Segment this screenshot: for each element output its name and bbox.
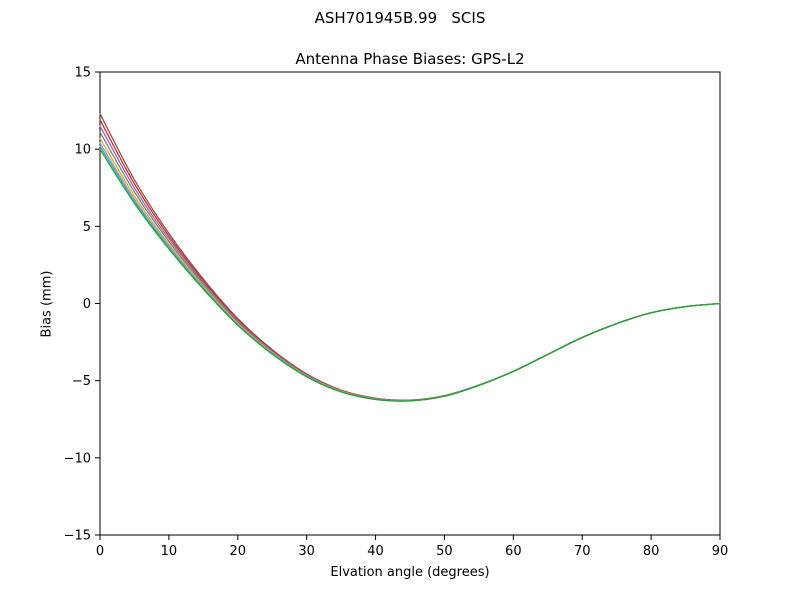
x-tick-label: 80 <box>643 544 660 559</box>
y-tick-label: 5 <box>83 220 91 235</box>
series-line-series-8 <box>99 148 721 402</box>
x-tick-label: 70 <box>574 544 591 559</box>
x-tick-label: 10 <box>161 544 178 559</box>
x-tick-label: 90 <box>712 544 729 559</box>
series-line-series-2 <box>99 119 721 402</box>
x-tick-label: 40 <box>367 544 384 559</box>
y-tick-label: 10 <box>74 143 91 158</box>
x-tick-label: 0 <box>96 544 104 559</box>
y-tick-label: −5 <box>72 374 91 389</box>
axes-title: Antenna Phase Biases: GPS-L2 <box>295 50 525 68</box>
y-tick-label: −10 <box>64 451 91 466</box>
x-tick-label: 60 <box>505 544 522 559</box>
y-tick-label: −15 <box>64 529 91 544</box>
series-line-series-1 <box>99 113 721 401</box>
y-axis-label: Bias (mm) <box>39 270 55 338</box>
figure-suptitle: ASH701945B.99 SCIS <box>314 9 486 27</box>
y-tick-label: 0 <box>83 297 91 312</box>
x-tick-label: 50 <box>436 544 453 559</box>
axes-frame <box>99 71 721 536</box>
x-tick-label: 20 <box>230 544 247 559</box>
x-axis-label: Elvation angle (degrees) <box>330 565 490 580</box>
x-tick-label: 30 <box>298 544 315 559</box>
series-line-series-3 <box>99 125 721 402</box>
y-tick-label: 15 <box>74 66 91 81</box>
